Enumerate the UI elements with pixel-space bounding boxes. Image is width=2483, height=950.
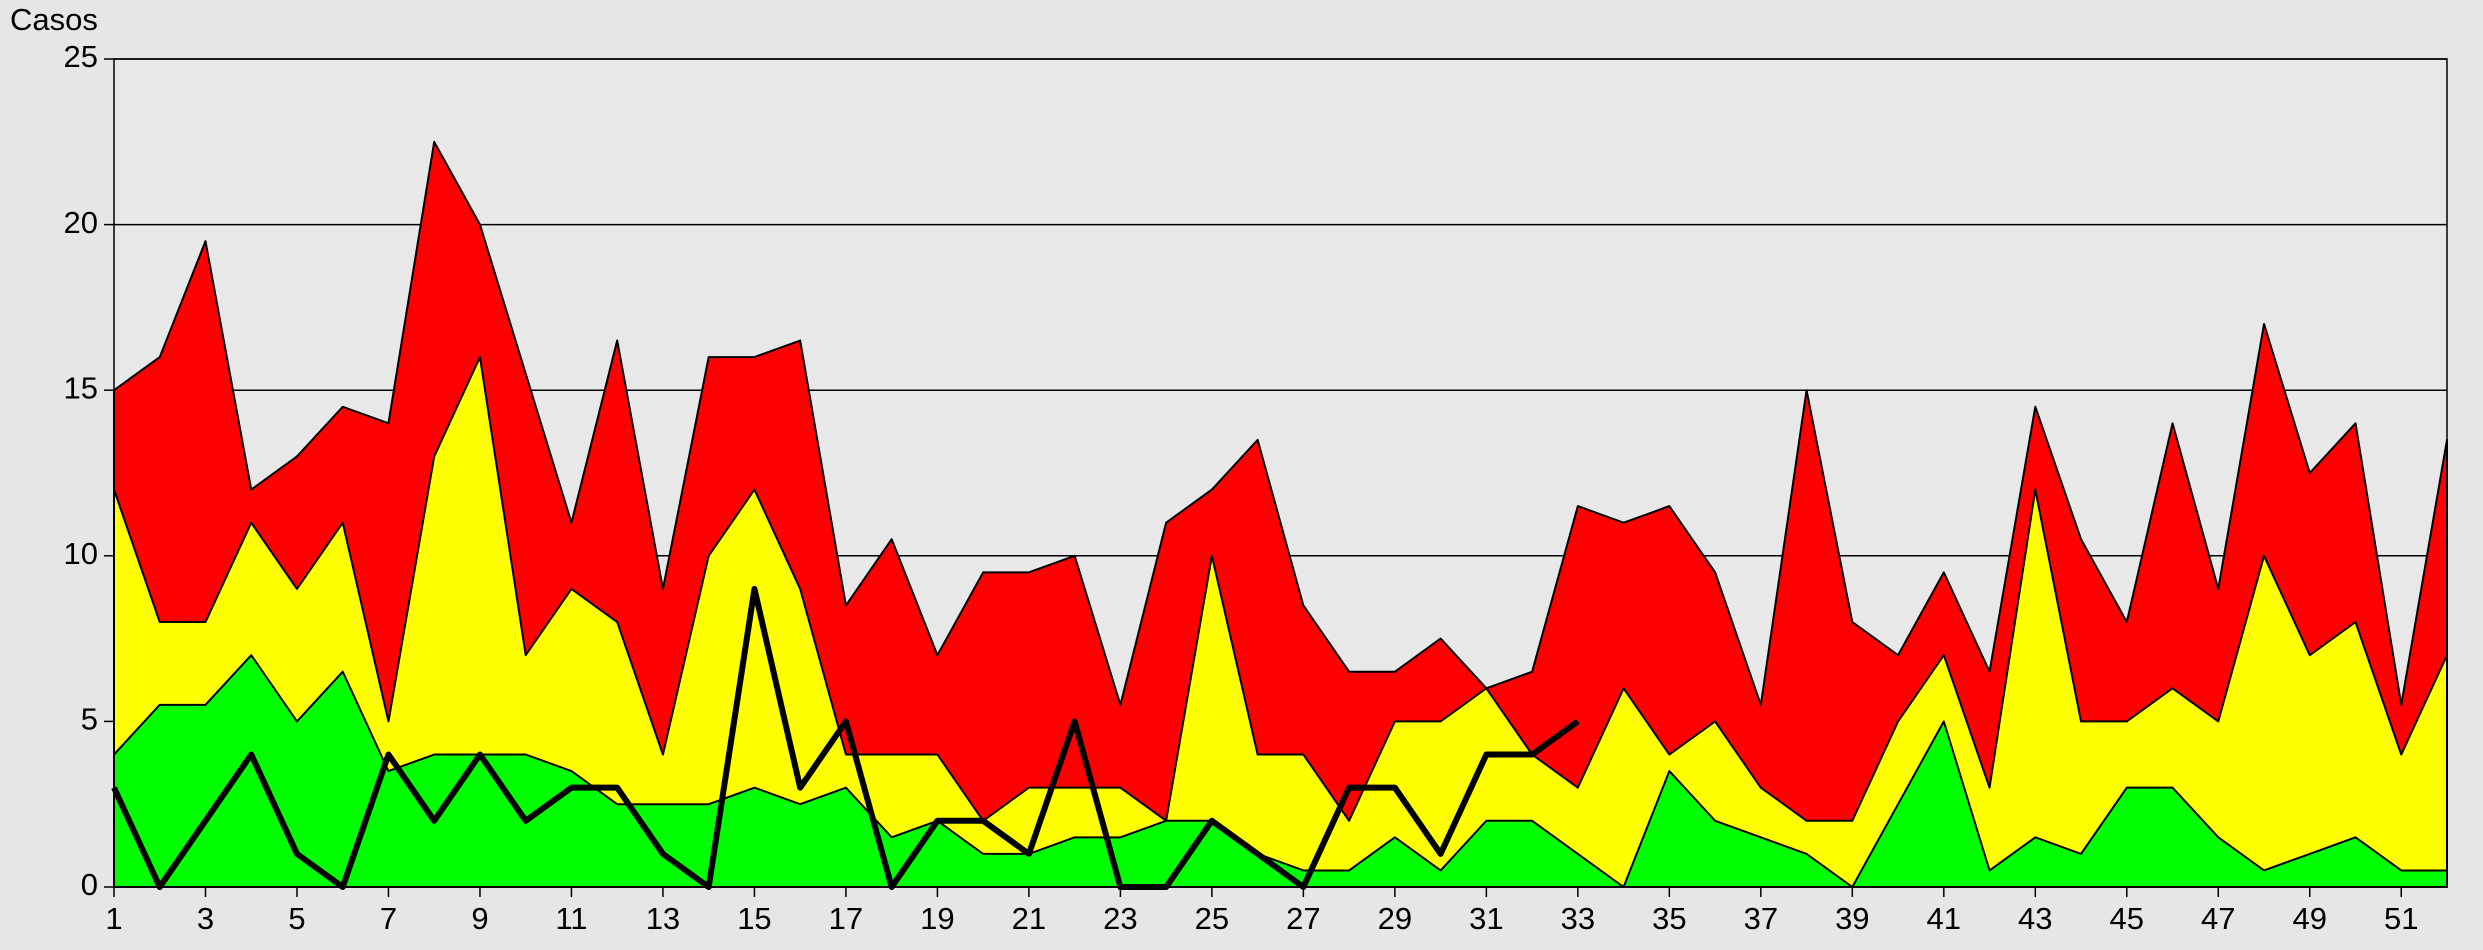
area: [113, 356, 2448, 888]
x-tick-label: 31: [1469, 901, 1503, 936]
x-tick-label: 37: [1744, 901, 1778, 936]
plot-frame: [113, 58, 2448, 888]
x-tick-label: 13: [646, 901, 680, 936]
x-tick-label: 51: [2384, 901, 2418, 936]
x-tick-label: 7: [380, 901, 397, 936]
x-tick-label: 45: [2110, 901, 2144, 936]
x-tick-label: 39: [1835, 901, 1869, 936]
x-tick-label: 5: [288, 901, 305, 936]
x-tick-label: 1: [105, 901, 122, 936]
x-tick-label: 15: [737, 901, 771, 936]
y-tick-label: 20: [64, 205, 98, 240]
y-tick-label: 0: [81, 867, 98, 902]
x-tick-label: 17: [829, 901, 863, 936]
x-tick-label: 29: [1378, 901, 1412, 936]
x-tick-label: 21: [1012, 901, 1046, 936]
y-tick-label: 15: [64, 370, 98, 405]
x-tick-label: 35: [1652, 901, 1686, 936]
x-tick-label: 43: [2018, 901, 2052, 936]
x-tick-label: 27: [1286, 901, 1320, 936]
x-tick-label: 49: [2293, 901, 2327, 936]
x-tick-label: 9: [471, 901, 488, 936]
y-tick-label: 25: [64, 39, 98, 74]
x-tick-label: 41: [1927, 901, 1961, 936]
y-tick-label: 5: [81, 702, 98, 737]
y-tick-label: 10: [64, 536, 98, 571]
x-tick-label: 33: [1561, 901, 1595, 936]
x-tick-label: 11: [555, 901, 587, 936]
x-tick-label: 23: [1103, 901, 1137, 936]
x-tick-label: 19: [920, 901, 954, 936]
y-axis-label: Casos: [10, 2, 98, 37]
line: [111, 585, 1580, 890]
x-tick-label: 3: [197, 901, 214, 936]
x-tick-label: 25: [1195, 901, 1229, 936]
x-tick-label: 47: [2201, 901, 2235, 936]
